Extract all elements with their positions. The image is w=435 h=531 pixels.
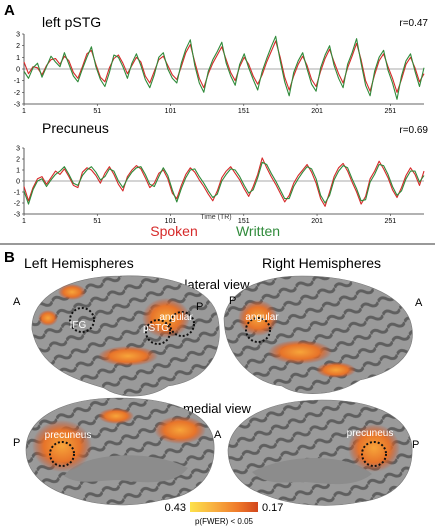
y-tick-label: 3 xyxy=(16,146,20,153)
y-tick-label: 0 xyxy=(16,179,20,186)
x-tick-label: 151 xyxy=(238,218,250,225)
x-tick-label: 151 xyxy=(238,108,250,115)
lateral-view-label: lateral view xyxy=(184,277,250,292)
y-tick-label: 2 xyxy=(16,43,20,50)
brain-left-lateral xyxy=(31,275,220,397)
x-tick-label: 1 xyxy=(22,108,26,115)
direction-p-left: P xyxy=(196,301,203,313)
y-tick-label: -3 xyxy=(14,102,20,109)
activation-blob xyxy=(32,420,92,472)
direction-p-medial-right: P xyxy=(412,439,419,451)
x-tick-label: 251 xyxy=(384,218,396,225)
series-line-spoken xyxy=(23,40,425,93)
x-tick-label: 1 xyxy=(22,218,26,225)
roi-circle-angular-right xyxy=(245,317,271,343)
colorbar-caption: p(FWER) < 0.05 xyxy=(195,517,254,526)
y-tick-label: 0 xyxy=(16,67,20,74)
x-tick-label: 201 xyxy=(311,108,323,115)
legend-spoken: Spoken xyxy=(150,223,197,239)
x-tick-label: 51 xyxy=(93,108,101,115)
activation-blob xyxy=(58,284,86,300)
direction-p-medial-left: P xyxy=(13,437,20,449)
y-tick-label: -2 xyxy=(14,90,20,97)
x-tick-label: 251 xyxy=(384,108,396,115)
brain-left-medial xyxy=(25,397,215,506)
roi-circle-ifg xyxy=(69,307,95,333)
y-tick-label: -3 xyxy=(14,212,20,219)
y-tick-label: 2 xyxy=(16,157,20,164)
y-tick-label: 1 xyxy=(16,55,20,62)
activation-blob xyxy=(348,424,400,472)
chart-title: Precuneus xyxy=(42,120,109,136)
roi-circle-precuneus-right xyxy=(361,441,387,467)
series-line-spoken xyxy=(23,157,425,207)
corpus-callosum xyxy=(252,457,372,485)
medial-view-label: medial view xyxy=(183,401,252,416)
roi-label-precuneus-left: precuneus xyxy=(45,430,92,441)
direction-p-right: P xyxy=(229,295,236,307)
activation-blob xyxy=(38,310,58,326)
roi-circle-pstg xyxy=(145,319,171,345)
roi-circle-precuneus-left xyxy=(49,441,75,467)
colorbar-min-label: 0.43 xyxy=(165,502,186,514)
brain-right-medial xyxy=(227,399,413,506)
panel-b-letter: B xyxy=(4,249,15,266)
roi-label-ifg: IFG xyxy=(70,320,87,331)
x-tick-label: 101 xyxy=(165,108,177,115)
left-hemispheres-title: Left Hemispheres xyxy=(24,255,134,271)
roi-label-angular-left: angular xyxy=(159,312,193,323)
roi-label-angular-right: angular xyxy=(245,312,279,323)
x-tick-label: 51 xyxy=(93,218,101,225)
right-hemispheres-title: Right Hemispheres xyxy=(262,255,381,271)
direction-a-right: A xyxy=(415,297,423,309)
roi-circle-angular-left xyxy=(169,311,195,337)
chart-title: left pSTG xyxy=(42,14,101,30)
y-tick-label: -1 xyxy=(14,190,20,197)
direction-a-left: A xyxy=(13,296,21,308)
brain-right-lateral xyxy=(223,275,413,394)
roi-label-pstg: pSTG xyxy=(143,323,169,334)
x-axis-label: Time (TR) xyxy=(200,214,231,221)
panel-a-letter: A xyxy=(4,2,15,19)
activation-blob xyxy=(154,416,206,444)
activation-blob xyxy=(268,340,332,364)
direction-a-medial-left: A xyxy=(214,429,222,441)
corpus-callosum xyxy=(64,455,188,483)
colorbar xyxy=(190,502,258,512)
colorbar-max-label: 0.17 xyxy=(262,502,283,514)
series-line-written xyxy=(23,161,425,205)
activation-blob xyxy=(98,408,134,424)
x-tick-label: 201 xyxy=(311,218,323,225)
y-tick-label: 3 xyxy=(16,32,20,39)
x-tick-label: 101 xyxy=(165,218,177,225)
series-line-written xyxy=(23,35,425,100)
y-tick-label: -1 xyxy=(14,78,20,85)
correlation-label: r=0.69 xyxy=(399,125,428,136)
activation-blob xyxy=(98,346,158,366)
legend-written: Written xyxy=(236,223,280,239)
roi-label-precuneus-right: precuneus xyxy=(347,428,394,439)
y-tick-label: -2 xyxy=(14,201,20,208)
activation-blob xyxy=(142,298,190,338)
activation-blob xyxy=(316,362,356,378)
y-tick-label: 1 xyxy=(16,168,20,175)
correlation-label: r=0.47 xyxy=(399,18,428,29)
